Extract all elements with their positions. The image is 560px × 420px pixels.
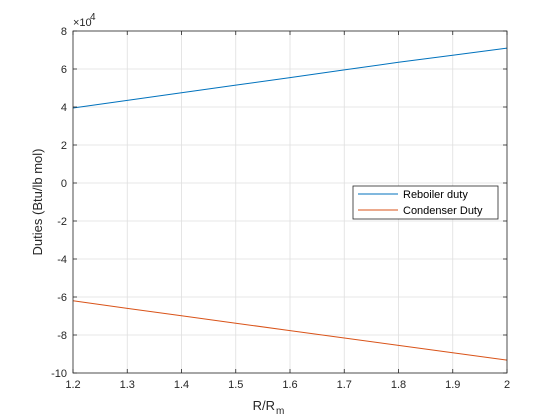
legend-box	[352, 185, 499, 220]
y-tick-label: 2	[61, 140, 67, 152]
x-tick-label: 1.4	[174, 379, 189, 391]
x-tick-label: 1.6	[282, 379, 297, 391]
y-tick-label: 0	[61, 178, 67, 190]
x-axis-label-subscript: m	[276, 406, 284, 417]
y-tick-label: -8	[57, 330, 67, 342]
x-axis-label: R/R	[253, 398, 275, 413]
legend-label-condenser: Condenser Duty	[403, 205, 483, 217]
series-layer	[72, 47, 508, 361]
x-tick-label: 1.2	[65, 379, 80, 391]
y-tick-label: -4	[57, 254, 67, 266]
y-multiplier-exponent: 4	[90, 12, 96, 23]
x-tick-label: 1.7	[337, 379, 352, 391]
series-line-condenser-duty	[72, 300, 508, 361]
x-tick-label: 2	[504, 379, 510, 391]
y-tick-label: -2	[57, 216, 67, 228]
y-tick-label: -6	[57, 292, 67, 304]
x-tick-label: 1.8	[391, 379, 406, 391]
y-axis-label: Duties (Btu/lb mol)	[30, 149, 45, 256]
x-tick-label: 1.3	[120, 379, 135, 391]
ticks: 1.2 1.3 1.4 1.5 1.6 1.7 1.8 1.9 2 -10 -8 -6 -4 -2 0 2 4 6…	[51, 26, 510, 391]
x-tick-label: 1.5	[228, 379, 243, 391]
y-tick-label: 8	[61, 26, 67, 38]
x-tick-label: 1.9	[445, 379, 460, 391]
series-line-reboiler-duty	[72, 47, 508, 109]
legend: Reboiler duty Condenser Duty	[352, 185, 499, 220]
y-tick-label: 4	[61, 102, 67, 114]
y-multiplier: ×10 4	[73, 12, 96, 29]
y-tick-label: 6	[61, 64, 67, 76]
y-multiplier-base: ×10	[73, 17, 92, 29]
legend-label-reboiler: Reboiler duty	[403, 189, 468, 201]
y-tick-label: -10	[51, 368, 67, 380]
